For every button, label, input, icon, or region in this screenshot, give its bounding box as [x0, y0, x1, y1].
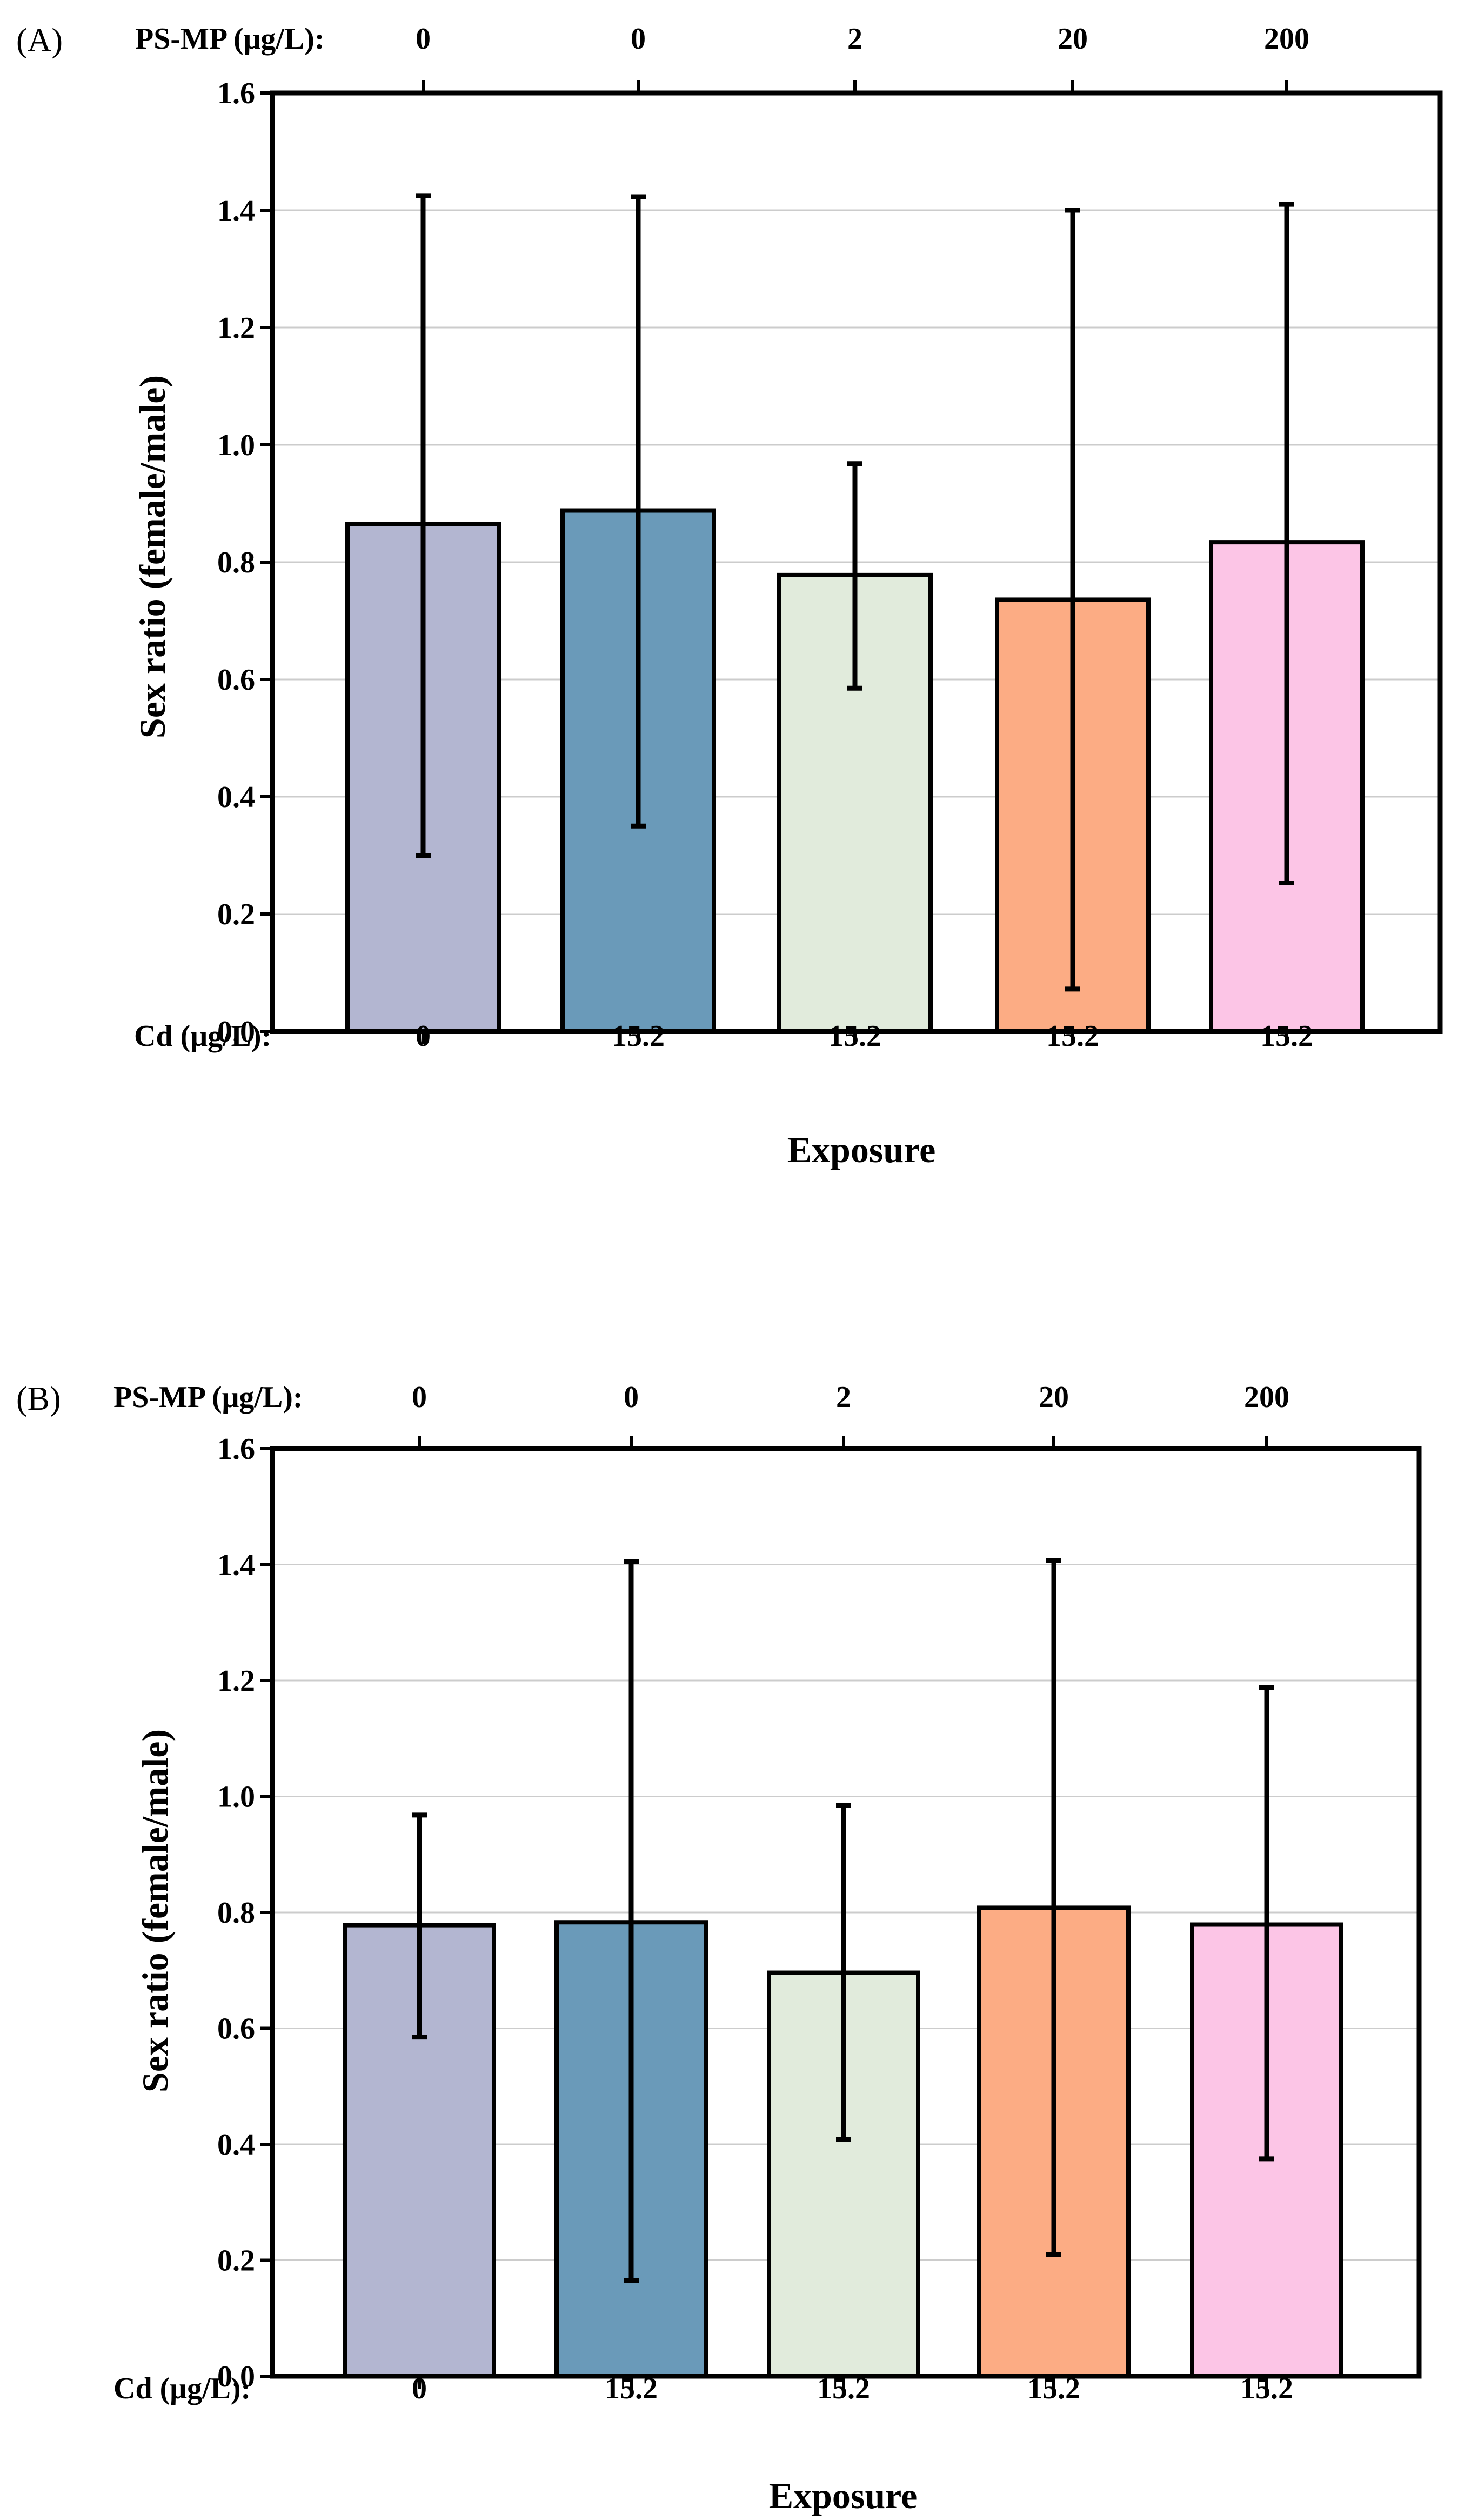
- ps-mp-value-label: 0: [412, 1381, 427, 1414]
- panel-label: (A): [16, 22, 63, 59]
- y-axis-ticks: 0.0 0.2 0.4 0.6 0.8 1.0 1.2 1.4 1.6: [217, 77, 272, 1049]
- ps-mp-values: 0 0 2 20 200: [416, 22, 1309, 93]
- y-tick-label: 1.6: [217, 1432, 255, 1466]
- cd-row-label: Cd (μg/L):: [134, 1019, 271, 1053]
- cd-value-label: 0: [416, 1019, 431, 1053]
- cd-value-label: 15.2: [1046, 1019, 1099, 1053]
- y-tick-label: 1.0: [217, 429, 255, 462]
- ps-mp-value-label: 2: [836, 1381, 851, 1414]
- chart-panel-a: (A) PS-MP (μg/L): Cd (μg/L): Exposure Se…: [16, 22, 1443, 1170]
- cd-value-label: 15.2: [612, 1019, 665, 1053]
- cd-value-label: 15.2: [1027, 2372, 1080, 2405]
- y-axis-ticks: 0.0 0.2 0.4 0.6 0.8 1.0 1.2 1.4 1.6: [217, 1432, 272, 2394]
- ps-mp-values: 0 0 2 20 200: [412, 1381, 1289, 1449]
- ps-mp-value-label: 0: [624, 1381, 639, 1414]
- y-tick-label: 0.6: [217, 663, 255, 697]
- cd-value-label: 15.2: [817, 2372, 870, 2405]
- chart-panel-b: (B) PS-MP (μg/L): Cd (μg/L): Exposure Se…: [16, 1381, 1422, 2516]
- error-bars: [416, 193, 1294, 992]
- ps-mp-value-label: 200: [1264, 22, 1309, 56]
- y-tick-label: 0.2: [217, 2244, 255, 2278]
- panel-label: (B): [16, 1381, 61, 1417]
- ps-mp-value-label: 200: [1244, 1381, 1289, 1414]
- y-tick-label: 1.2: [217, 311, 255, 345]
- cd-value-label: 15.2: [1260, 1019, 1313, 1053]
- x-axis-title: Exposure: [787, 1129, 936, 1170]
- y-tick-label: 0.0: [217, 2360, 255, 2394]
- ps-mp-value-label: 20: [1058, 22, 1088, 56]
- cd-value-label: 15.2: [1240, 2372, 1293, 2405]
- y-tick-label: 1.6: [217, 77, 255, 110]
- y-tick-label: 1.0: [217, 1781, 255, 1814]
- ps-mp-value-label: 20: [1039, 1381, 1069, 1414]
- y-tick-label: 1.4: [217, 1549, 255, 1582]
- y-tick-label: 0.2: [217, 898, 255, 931]
- ps-mp-value-label: 0: [416, 22, 431, 56]
- y-tick-label: 1.2: [217, 1664, 255, 1698]
- ps-mp-value-label: 0: [631, 22, 646, 56]
- cd-row-label: Cd (μg/L):: [113, 2372, 251, 2405]
- ps-mp-row-label: PS-MP (μg/L):: [113, 1381, 303, 1414]
- y-tick-label: 0.4: [217, 781, 255, 814]
- ps-mp-value-label: 2: [847, 22, 862, 56]
- y-tick-label: 0.4: [217, 2128, 255, 2162]
- y-tick-label: 0.0: [217, 1015, 255, 1049]
- error-bars: [412, 1558, 1274, 2283]
- cd-value-label: 15.2: [605, 2372, 658, 2405]
- y-axis-title: Sex ratio (female/male): [135, 1729, 176, 2092]
- cd-value-label: 0: [412, 2372, 427, 2405]
- cd-values: 0 15.2 15.2 15.2 15.2: [416, 1019, 1313, 1053]
- y-tick-label: 1.4: [217, 194, 255, 228]
- y-tick-label: 0.8: [217, 1896, 255, 1930]
- x-axis-title: Exposure: [769, 2475, 918, 2516]
- cd-value-label: 15.2: [828, 1019, 881, 1053]
- cd-values: 0 15.2 15.2 15.2 15.2: [412, 2372, 1293, 2405]
- ps-mp-row-label: PS-MP (μg/L):: [135, 22, 325, 56]
- y-tick-label: 0.6: [217, 2012, 255, 2046]
- y-tick-label: 0.8: [217, 546, 255, 579]
- y-axis-title: Sex ratio (female/male): [132, 375, 173, 738]
